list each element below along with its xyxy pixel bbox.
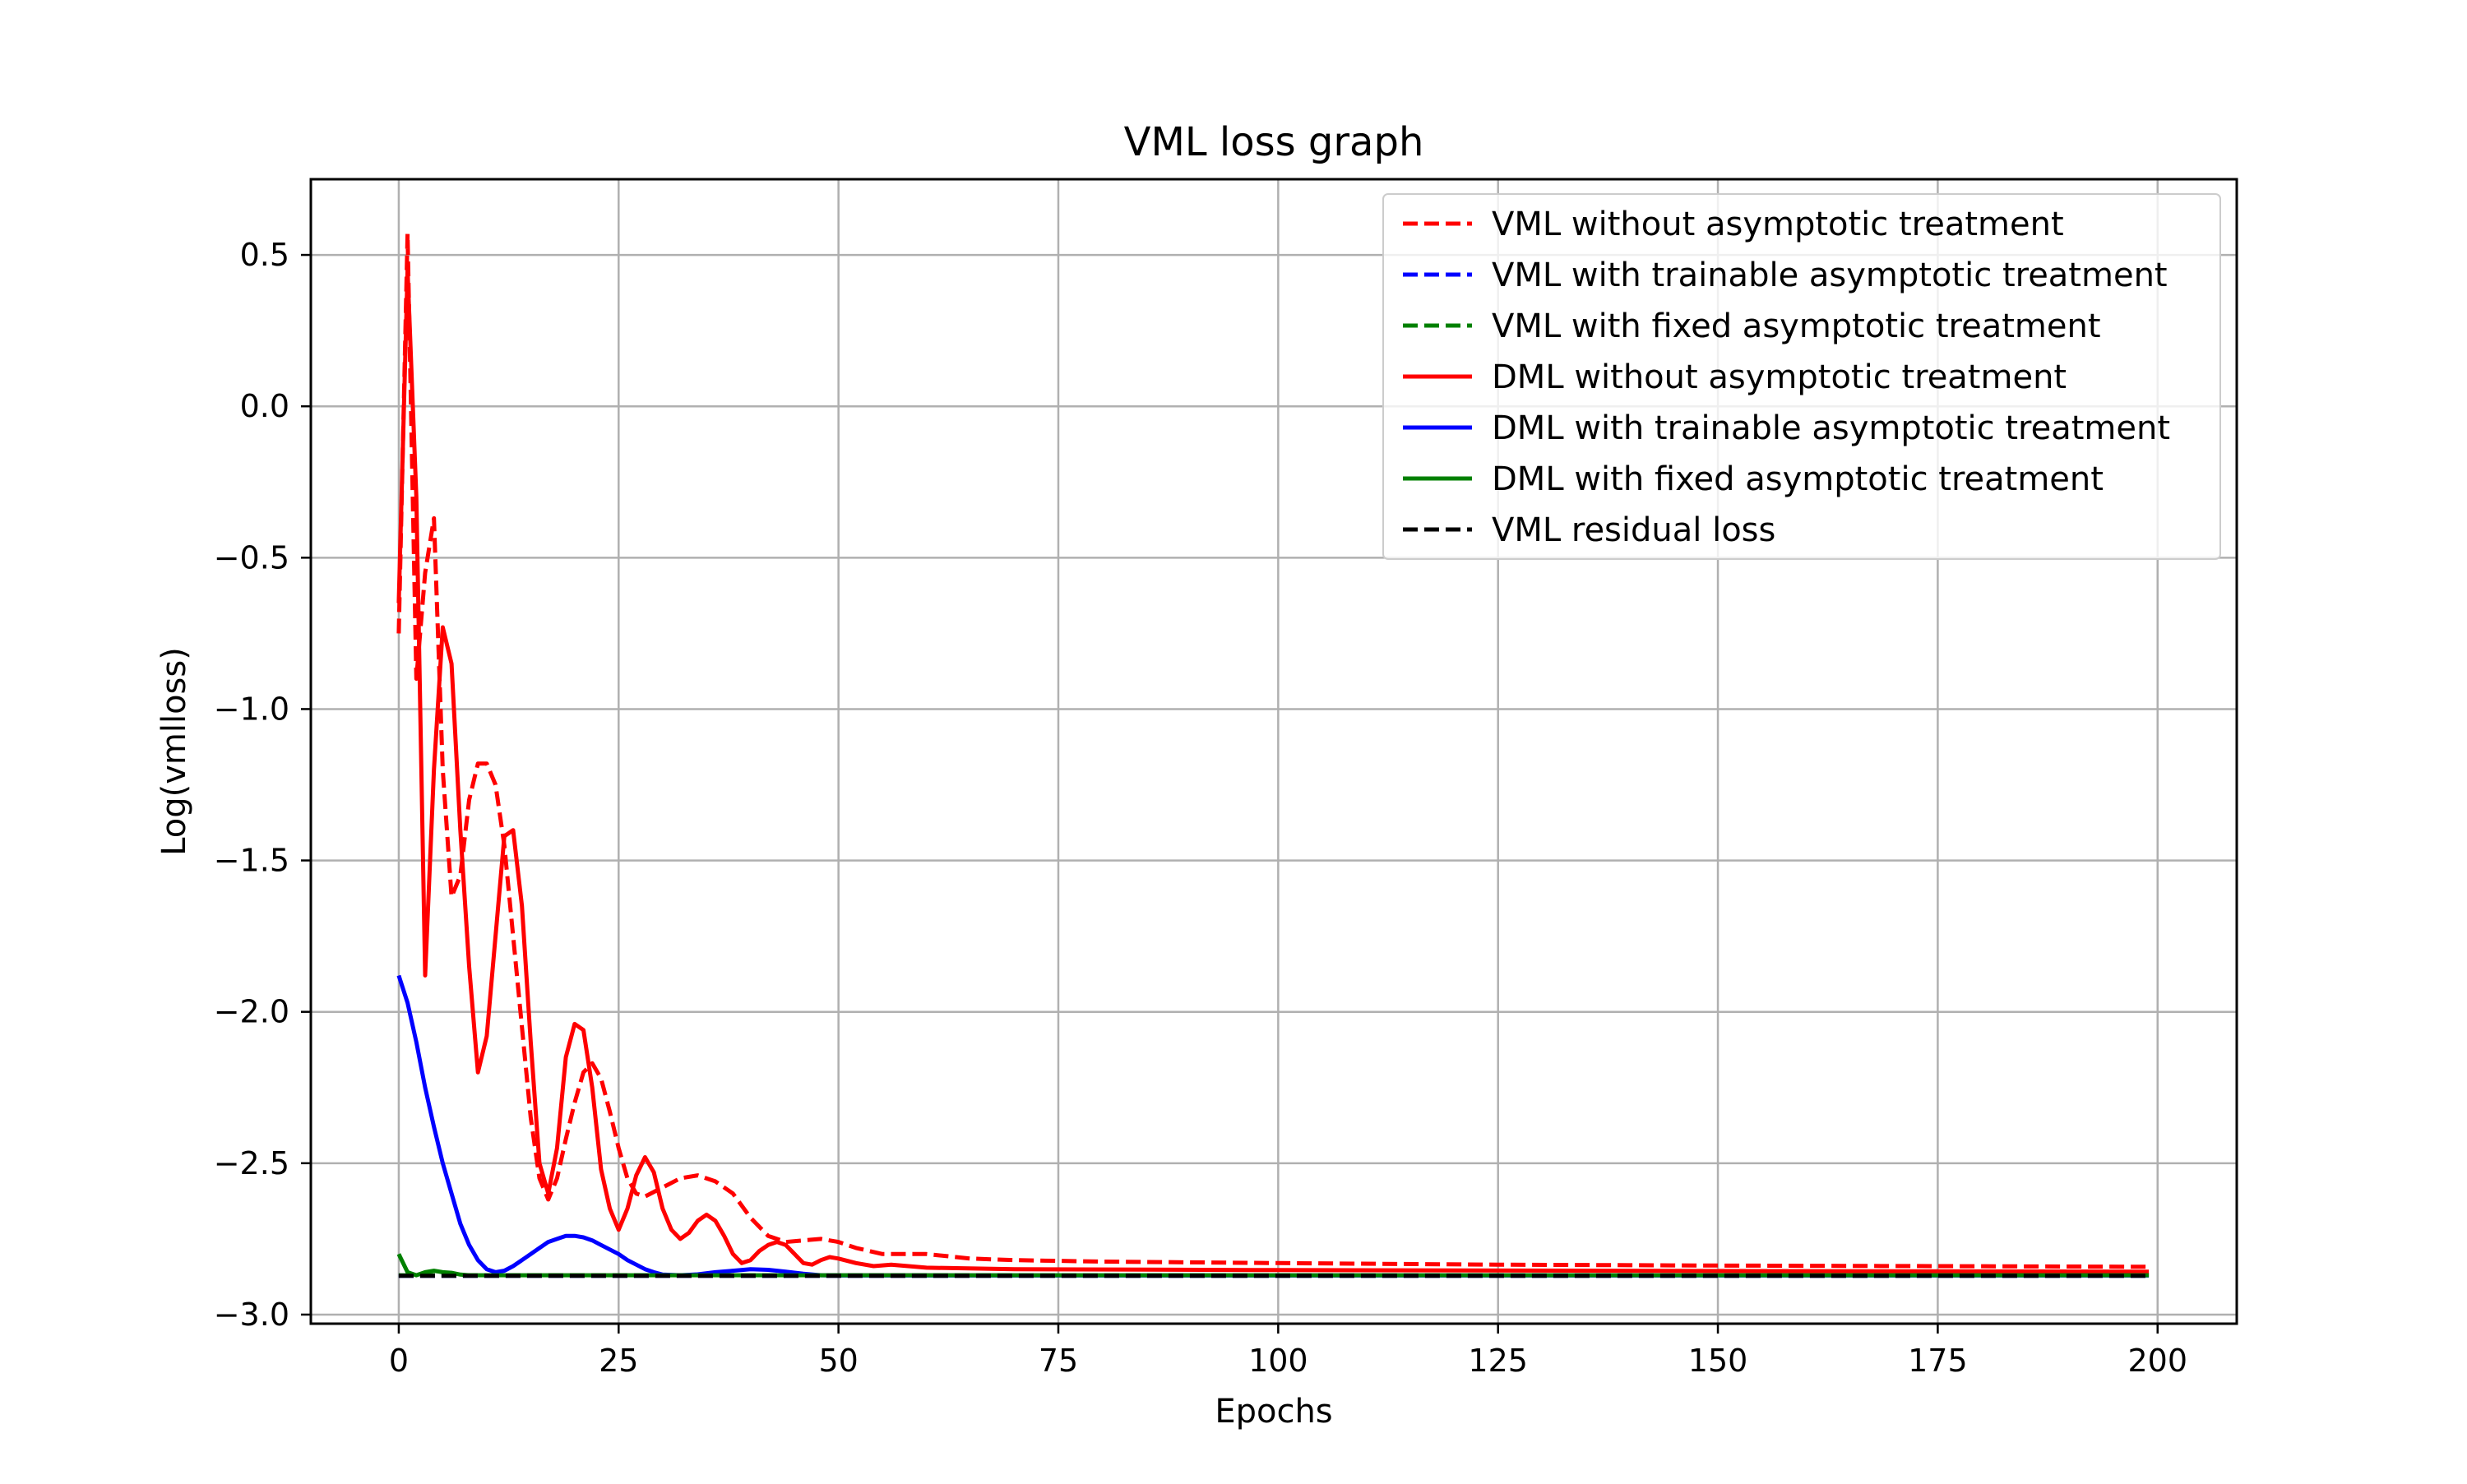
y-tick-label: −2.0 [214, 994, 289, 1030]
series-line-dml-without-asymptotic-treatment [396, 268, 2150, 1274]
y-tick-label: −0.5 [214, 539, 289, 576]
legend-label: VML without asymptotic treatment [1492, 206, 2064, 243]
legend-label: VML with trainable asymptotic treatment [1492, 257, 2168, 294]
y-axis-label: Log(vmlloss) [155, 647, 193, 856]
x-tick-label: 75 [1039, 1343, 1078, 1379]
chart-title: VML loss graph [1124, 119, 1424, 165]
legend-label: DML without asymptotic treatment [1492, 358, 2067, 396]
legend-label: DML with fixed asymptotic treatment [1492, 460, 2104, 498]
x-tick-label: 150 [1688, 1343, 1748, 1379]
y-tick-label: 0.0 [240, 388, 289, 424]
y-tick-label: −2.5 [214, 1145, 289, 1181]
x-tick-label: 100 [1248, 1343, 1308, 1379]
legend-label: VML with fixed asymptotic treatment [1492, 307, 2101, 345]
legend: VML without asymptotic treatment VML with… [1382, 193, 2221, 560]
y-tick-label: −1.5 [214, 843, 289, 879]
y-tick-label: 0.5 [240, 237, 289, 273]
plot-area-frame [309, 178, 2238, 1325]
legend-box [1382, 193, 2221, 560]
y-tick-label: −3.0 [214, 1297, 289, 1333]
x-tick-label: 50 [818, 1343, 858, 1379]
y-tick-label: −1.0 [214, 691, 289, 727]
series-line-dml-with-trainable-asymptotic-treatment [396, 974, 2150, 1278]
tick-layer: 0 25 50 75 100 125 150 175 200 0.5 0.0 −0.5 −1.0 −1.5… [214, 237, 2187, 1379]
series-line-vml-without-asymptotic-treatment [396, 231, 2150, 1269]
series-layer [396, 231, 2150, 1278]
x-tick-label: 25 [599, 1343, 638, 1379]
x-tick-label: 0 [389, 1343, 409, 1379]
x-tick-label: 200 [2127, 1343, 2187, 1379]
x-tick-label: 125 [1468, 1343, 1528, 1379]
x-axis-label: Epochs [1215, 1393, 1332, 1431]
x-tick-label: 175 [1908, 1343, 1968, 1379]
legend-label: VML residual loss [1492, 511, 1775, 549]
legend-label: DML with trainable asymptotic treatment [1492, 409, 2170, 447]
